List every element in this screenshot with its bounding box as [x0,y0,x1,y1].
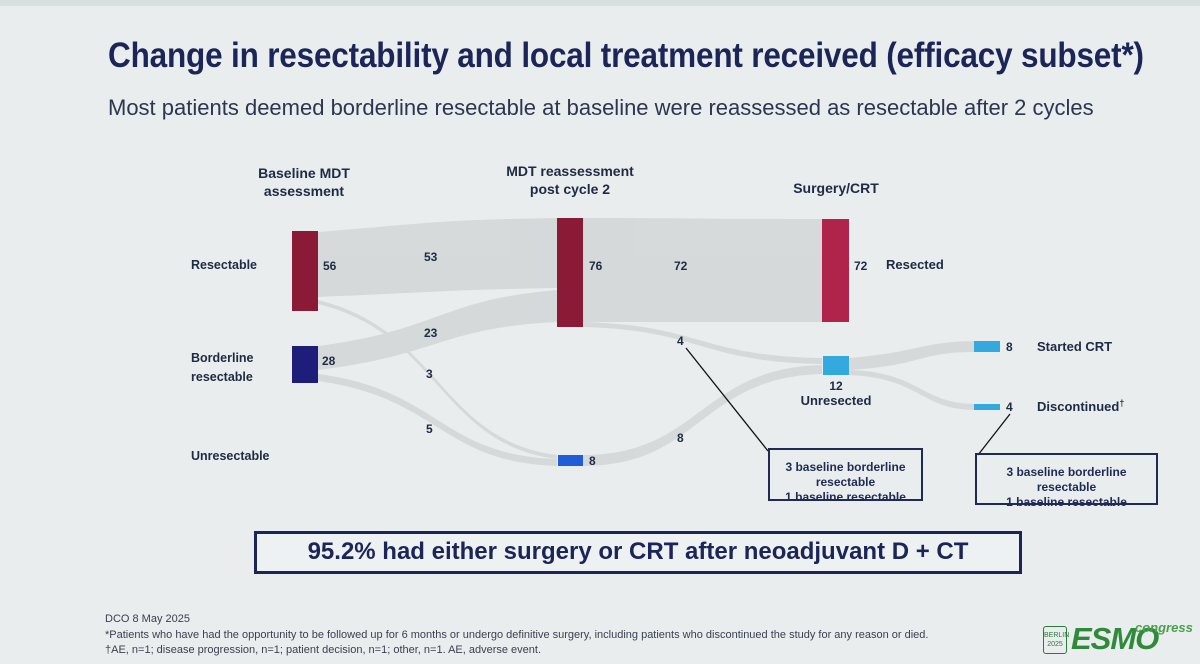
flow-value-res-to-unres: 3 [426,367,433,381]
node-baseline-borderline [292,346,318,383]
flow-value-res-to-unresected: 4 [677,334,684,348]
label-resected: Resected [886,257,944,272]
row-label-unresectable: Unresectable [191,449,270,463]
value-unresected: 12 [829,379,843,393]
top-band [0,0,1200,6]
flow-value-res-to-resected: 72 [674,259,688,273]
callout-line-2 [977,413,1011,456]
value-baseline-resectable: 56 [323,259,337,273]
flow-borderline-to-unresectable [318,374,557,466]
node-unresected [823,356,849,375]
flow-resectable-to-unresected [583,322,822,364]
column-reassess-line2: post cycle 2 [530,181,610,197]
flows [318,218,974,466]
flow-unresected-to-crt [849,341,974,370]
column-surgery: Surgery/CRT [793,180,879,196]
esmo-congress-logo: BERLIN 2025 ESMO congress [1043,620,1193,658]
flow-resectable-to-resected [583,218,822,322]
callout-box-discontinued-line2: 1 baseline resectable [1006,495,1127,509]
callout-box-unresected: 3 baseline borderline resectable 1 basel… [768,448,923,504]
flow-resectable-to-resectable [318,218,557,297]
value-resected: 72 [854,259,868,273]
logo-congress: congress [1135,620,1193,635]
label-discontinued-text: Discontinued [1037,399,1119,414]
callout-line-1 [685,347,769,452]
logo-esmo: ESMO [1071,621,1159,656]
flow-value-bord-to-res: 23 [424,326,438,340]
value-crt: 8 [1006,340,1013,354]
dagger-mark: † [1119,398,1124,408]
node-discontinued [974,404,1000,410]
label-discontinued: Discontinued† [1037,398,1124,414]
label-crt: Started CRT [1037,339,1112,354]
footnote-star: *Patients who have had the opportunity t… [105,629,929,641]
column-baseline-line2: assessment [264,183,345,199]
value-discontinued: 4 [1006,400,1013,414]
flow-unresectable-to-unresected [583,365,822,466]
column-baseline-line1: Baseline MDT [258,165,350,181]
summary-banner: 95.2% had either surgery or CRT after ne… [254,531,1022,574]
value-reassess-resectable: 76 [589,259,603,273]
node-reassess-unresectable [558,455,583,466]
value-baseline-borderline: 28 [322,354,336,368]
flow-value-unres-to-unresected: 8 [677,431,684,445]
callout-box-unresected-line1: 3 baseline borderline resectable [785,460,906,489]
flow-borderline-to-resectable [318,290,557,370]
slide-subtitle: Most patients deemed borderline resectab… [108,95,1094,120]
node-reassess-resectable [557,218,583,327]
slide-title: Change in resectability and local treatm… [108,36,1144,75]
flow-value-bord-to-unres: 5 [426,422,433,436]
flow-unresected-to-discontinued [849,370,974,410]
callout-box-unresected-line2: 1 baseline resectable [785,490,906,504]
node-baseline-resectable [292,231,318,311]
logo-badge-year: 2025 [1047,641,1063,648]
footnote-dagger: †AE, n=1; disease progression, n=1; pati… [105,644,542,656]
footnote-dco: DCO 8 May 2025 [105,613,190,625]
flow-value-res-to-res: 53 [424,250,438,264]
value-reassess-unresectable: 8 [589,454,596,468]
node-crt [974,341,1000,352]
row-label-borderline-line1: Borderline [191,351,254,365]
row-label-resectable: Resectable [191,258,257,272]
callout-box-discontinued-line1: 3 baseline borderline resectable [1006,465,1127,494]
node-resected [822,219,849,322]
label-unresected: Unresected [801,393,872,408]
column-reassess-line1: MDT reassessment [506,163,634,179]
row-label-borderline-line2: resectable [191,370,253,384]
logo-badge-city: BERLIN [1044,632,1070,639]
logo-berlin-badge: BERLIN 2025 [1043,626,1070,654]
callout-box-discontinued: 3 baseline borderline resectable 1 basel… [975,453,1158,509]
